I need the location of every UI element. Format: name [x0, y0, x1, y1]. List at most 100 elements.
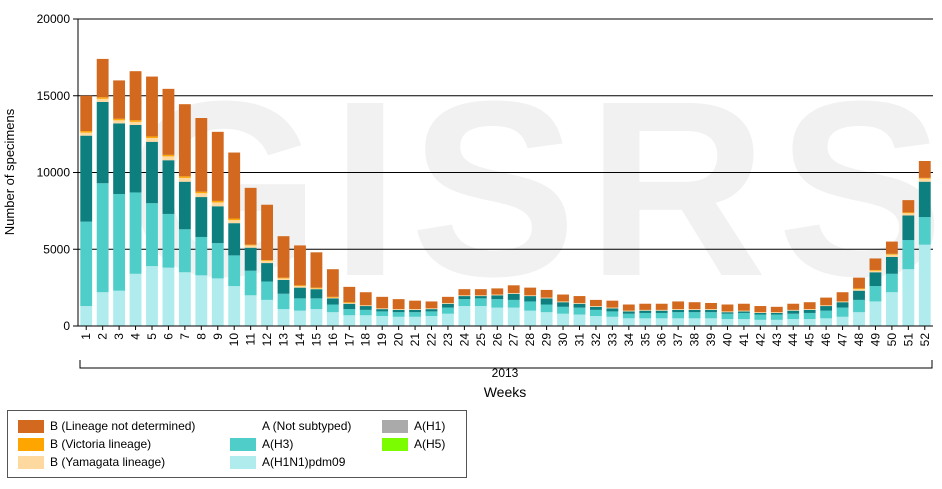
bar-segment: [129, 121, 142, 125]
bar-segment: [655, 312, 668, 319]
bar-segment: [96, 292, 109, 326]
bar-segment: [310, 288, 323, 290]
bar-segment: [310, 298, 323, 310]
bars: [80, 58, 931, 326]
bar-segment: [474, 295, 487, 297]
bar-segment: [639, 309, 652, 311]
bar-segment: [622, 313, 635, 319]
bar-segment: [836, 292, 849, 302]
bar-segment: [343, 302, 356, 304]
bar-segment: [162, 160, 175, 214]
bar-segment: [655, 310, 668, 313]
x-tick-label: 49: [868, 333, 882, 347]
bar-segment: [228, 218, 241, 221]
x-axis-label: Weeks: [484, 384, 527, 400]
x-tick-label: 34: [622, 333, 636, 347]
year-bracket: [79, 360, 933, 369]
bar-segment: [557, 313, 569, 326]
bar-segment: [343, 286, 356, 303]
bar-segment: [540, 289, 553, 298]
x-tick-label: 48: [852, 333, 866, 347]
bar-segment: [146, 141, 158, 204]
legend-swatch: [382, 419, 408, 433]
bar-segment: [80, 135, 93, 222]
bar-segment: [343, 303, 356, 310]
y-tick-label: 10000: [37, 166, 71, 180]
bar-segment: [787, 313, 800, 320]
bar-segment: [557, 302, 569, 307]
bar-segment: [540, 298, 553, 305]
bar-segment: [836, 302, 849, 308]
bar-segment: [392, 309, 405, 313]
bar-segment: [869, 270, 882, 273]
bar-segment: [820, 297, 833, 306]
bar-segment: [885, 241, 898, 254]
bar-segment: [885, 292, 898, 326]
bar-segment: [853, 290, 865, 300]
bar-segment: [244, 187, 257, 245]
bar-segment: [294, 286, 306, 288]
bar-segment: [655, 303, 668, 310]
bar-segment: [787, 303, 800, 310]
bar-segment: [277, 293, 290, 310]
bar-segment: [688, 312, 701, 319]
bar-segment: [491, 307, 504, 326]
bar-segment: [113, 80, 126, 119]
bar-segment: [622, 310, 635, 312]
bar-segment: [326, 269, 339, 297]
bar-segment: [178, 177, 191, 182]
bar-segment: [359, 292, 372, 306]
x-tick-label: 9: [211, 333, 225, 340]
bar-segment: [178, 181, 191, 230]
bar-segment: [902, 215, 915, 241]
x-tick-label: 52: [918, 333, 932, 347]
bar-segment: [261, 281, 274, 300]
bar-segment: [754, 306, 767, 313]
bar-segment: [146, 203, 158, 267]
bar-segment: [162, 267, 175, 326]
bar-segment: [754, 312, 767, 313]
bar-segment: [343, 315, 356, 326]
legend-label: A(H1N1)pdm09: [262, 455, 346, 469]
bar-segment: [737, 311, 750, 313]
bar-segment: [96, 58, 109, 98]
bar-segment: [820, 310, 833, 319]
bar-segment: [573, 302, 586, 304]
x-tick-label: 42: [753, 333, 767, 347]
legend-item: A (Not subtyped): [230, 419, 351, 433]
x-tick-label: 21: [408, 333, 422, 347]
bar-segment: [261, 259, 274, 261]
bar-segment: [688, 309, 701, 310]
bar-segment: [688, 318, 701, 326]
bar-segment: [705, 309, 717, 310]
bar-segment: [803, 309, 816, 310]
bar-segment: [277, 279, 290, 294]
x-tick-label: 22: [425, 333, 439, 347]
bar-segment: [853, 312, 865, 326]
bar-segment: [244, 270, 257, 296]
x-tick-label: 6: [161, 333, 175, 340]
bar-segment: [672, 309, 685, 310]
bar-segment: [754, 312, 767, 315]
x-tick-label: 7: [178, 333, 192, 340]
bar-segment: [211, 131, 224, 201]
bar-segment: [294, 245, 306, 286]
bar-segment: [326, 312, 339, 326]
bar-segment: [524, 301, 537, 311]
bar-segment: [491, 294, 504, 296]
bar-segment: [113, 123, 126, 194]
bar-segment: [770, 306, 783, 313]
x-tick-label: 23: [441, 333, 455, 347]
bar-segment: [277, 236, 290, 278]
bar-segment: [491, 288, 504, 295]
bar-segment: [918, 217, 931, 245]
bar-segment: [80, 95, 93, 132]
bar-segment: [655, 309, 668, 311]
legend-label: A(H1): [414, 419, 446, 433]
bar-segment: [195, 275, 208, 326]
bar-segment: [672, 301, 685, 310]
bar-segment: [573, 314, 586, 326]
bar-segment: [376, 311, 389, 317]
bar-segment: [195, 191, 208, 194]
bar-segment: [721, 313, 734, 320]
